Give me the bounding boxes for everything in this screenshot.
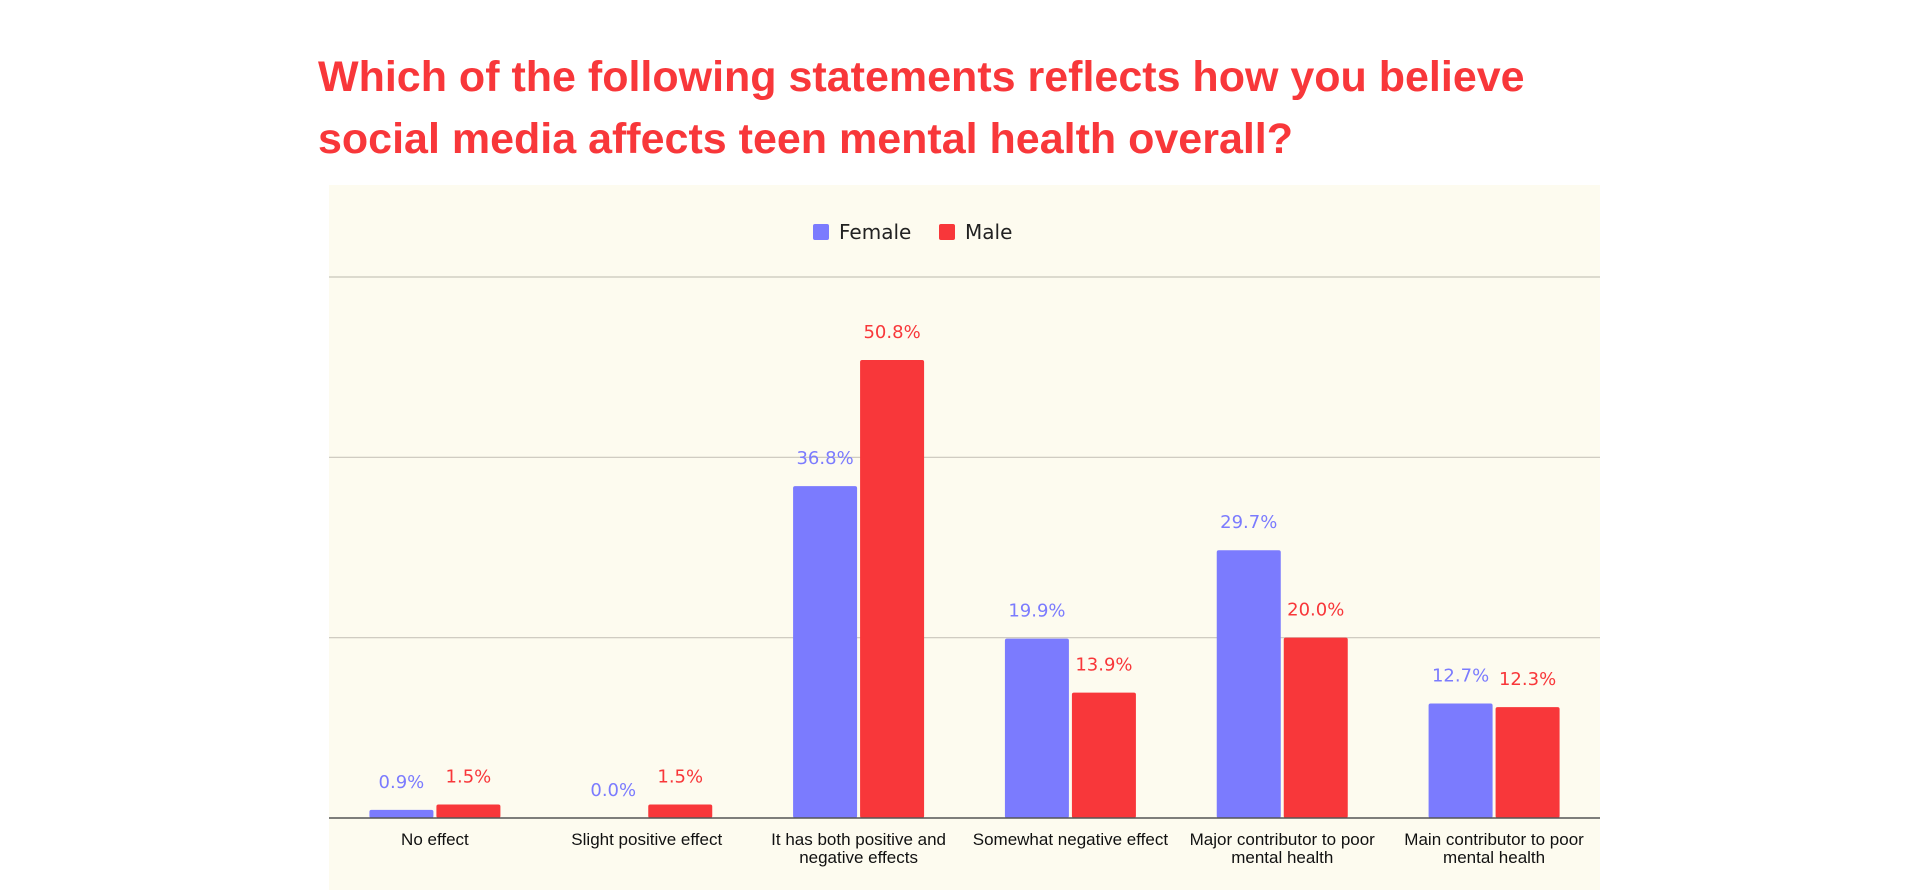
data-label-female-0: 0.9% xyxy=(379,772,425,793)
legend-swatch-male xyxy=(939,224,955,240)
category-label-0-0: No effect xyxy=(401,830,469,849)
category-label-5-1: mental health xyxy=(1443,848,1545,867)
chart-title: Which of the following statements reflec… xyxy=(318,46,1618,170)
chart-title-line-1: Which of the following statements reflec… xyxy=(318,53,1525,101)
data-label-female-5: 12.7% xyxy=(1432,665,1489,686)
bar-female-2 xyxy=(793,486,858,818)
data-label-male-4: 20.0% xyxy=(1287,600,1344,621)
data-label-female-1: 0.0% xyxy=(590,780,636,801)
bar-male-4 xyxy=(1283,637,1348,818)
data-label-male-3: 13.9% xyxy=(1075,655,1132,676)
bar-male-5 xyxy=(1495,707,1560,818)
bar-male-0 xyxy=(436,804,501,818)
bar-female-0 xyxy=(369,809,434,818)
data-label-male-2: 50.8% xyxy=(863,322,920,343)
legend-label-female: Female xyxy=(839,220,911,244)
bar-chart: Female Male 0.9% 1.5% No effect 0.0% 1.5% Sligh… xyxy=(329,220,1600,867)
legend-label-male: Male xyxy=(965,220,1012,244)
category-label-2-1: negative effects xyxy=(799,848,918,867)
data-label-male-5: 12.3% xyxy=(1499,669,1556,690)
data-label-female-3: 19.9% xyxy=(1008,601,1065,622)
bar-female-5 xyxy=(1428,703,1493,818)
category-label-5-0: Main contributor to poor xyxy=(1404,830,1584,849)
data-label-male-0: 1.5% xyxy=(446,766,492,787)
category-label-3-0: Somewhat negative effect xyxy=(973,830,1169,849)
bar-male-2 xyxy=(860,359,925,818)
data-label-male-1: 1.5% xyxy=(657,766,703,787)
chart-panel: Female Male 0.9% 1.5% No effect 0.0% 1.5% Sligh… xyxy=(329,185,1600,890)
category-label-2-0: It has both positive and xyxy=(771,830,946,849)
bar-female-3 xyxy=(1004,638,1069,818)
bar-female-4 xyxy=(1216,550,1281,818)
category-label-4-1: mental health xyxy=(1231,848,1333,867)
data-label-female-2: 36.8% xyxy=(796,448,853,469)
legend-swatch-female xyxy=(813,224,829,240)
category-label-4-0: Major contributor to poor xyxy=(1190,830,1376,849)
category-label-1-0: Slight positive effect xyxy=(571,830,722,849)
chart-title-line-2: social media affects teen mental health … xyxy=(318,115,1294,163)
bar-male-3 xyxy=(1071,692,1136,818)
data-label-female-4: 29.7% xyxy=(1220,512,1277,533)
bar-male-1 xyxy=(648,804,713,818)
